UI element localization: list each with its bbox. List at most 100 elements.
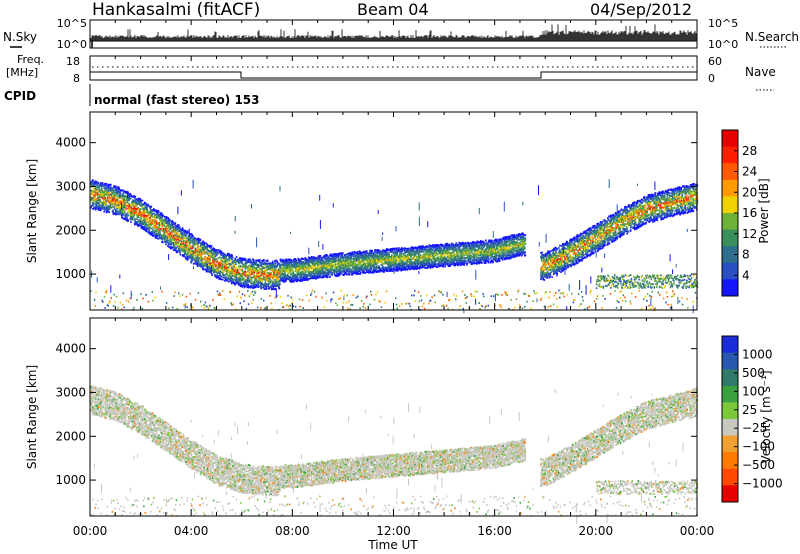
data-cell — [301, 280, 303, 282]
data-cell — [329, 276, 331, 278]
data-cell — [269, 283, 271, 285]
data-cell — [245, 271, 247, 273]
data-cell — [180, 254, 182, 256]
data-cell — [147, 217, 149, 219]
nave-label: Nave — [745, 65, 776, 79]
data-cell — [328, 273, 330, 275]
data-cell — [140, 198, 142, 200]
data-cell — [251, 279, 253, 281]
data-cell — [168, 237, 170, 239]
data-cell — [155, 218, 157, 220]
nave-tick-top: 60 — [708, 55, 722, 68]
nsky-series — [90, 24, 697, 48]
data-cell — [147, 215, 149, 217]
data-cell — [290, 276, 292, 278]
data-cell — [163, 224, 165, 226]
data-cell — [105, 197, 107, 199]
data-cell — [138, 216, 140, 218]
data-cell — [117, 211, 119, 213]
data-cell — [129, 209, 131, 211]
data-cell — [137, 225, 139, 227]
data-cell — [254, 267, 256, 269]
data-cell — [122, 209, 124, 211]
data-cell — [121, 190, 123, 192]
data-cell — [210, 260, 212, 262]
data-cell — [228, 277, 230, 279]
data-cell — [221, 251, 223, 253]
data-cell — [130, 221, 132, 223]
data-cell — [248, 260, 250, 262]
data-cell — [312, 267, 314, 269]
cpid-text: normal (fast stereo) 153 — [94, 93, 260, 107]
data-cell — [125, 209, 127, 211]
data-cell — [112, 203, 114, 205]
data-cell — [111, 207, 113, 209]
data-cell — [219, 273, 221, 275]
data-cell — [123, 214, 125, 216]
data-cell — [259, 286, 261, 288]
data-cell — [164, 241, 166, 243]
data-cell — [94, 199, 96, 201]
data-cell — [353, 255, 355, 257]
data-cell — [246, 261, 248, 263]
data-cell — [127, 215, 129, 217]
data-cell — [300, 261, 302, 263]
data-cell — [113, 211, 115, 213]
data-cell — [358, 273, 360, 275]
data-cell — [146, 208, 148, 210]
data-cell — [265, 272, 267, 274]
data-cell — [228, 281, 230, 283]
data-cell — [352, 268, 354, 270]
data-cell — [217, 249, 219, 251]
data-cell — [214, 274, 216, 276]
data-cell — [206, 252, 208, 254]
data-cell — [235, 267, 237, 269]
data-cell — [235, 263, 237, 265]
data-cell — [246, 273, 248, 275]
data-cell — [230, 260, 232, 262]
data-cell — [357, 265, 359, 267]
data-cell — [231, 255, 233, 257]
data-cell — [120, 194, 122, 196]
data-cell — [277, 264, 279, 266]
data-cell — [300, 259, 302, 261]
data-cell — [197, 257, 199, 259]
data-cell — [185, 235, 187, 237]
data-cell — [181, 233, 183, 235]
data-cell — [108, 211, 110, 213]
data-cell — [279, 283, 281, 285]
data-cell — [128, 203, 130, 205]
data-cell — [140, 202, 142, 204]
data-cell — [207, 271, 209, 273]
nsky-trace — [91, 24, 696, 41]
data-cell — [285, 280, 287, 282]
data-cell — [174, 245, 176, 247]
data-cell — [146, 228, 148, 230]
data-cell — [341, 273, 343, 275]
data-cell — [175, 222, 177, 224]
data-cell — [305, 265, 307, 267]
data-cell — [306, 270, 308, 272]
data-cell — [347, 273, 349, 275]
data-cell — [179, 227, 181, 229]
data-cell — [273, 272, 275, 274]
data-cell — [315, 264, 317, 266]
data-cell — [239, 272, 241, 274]
data-cell — [240, 270, 242, 272]
data-cell — [96, 198, 98, 200]
data-cell — [354, 252, 356, 254]
data-cell — [186, 247, 188, 249]
data-cell — [220, 252, 222, 254]
data-cell — [255, 286, 257, 288]
data-cell — [170, 229, 172, 231]
data-cell — [275, 263, 277, 265]
data-cell — [208, 264, 210, 266]
data-cell — [132, 219, 134, 221]
data-cell — [211, 272, 213, 274]
data-cell — [112, 200, 114, 202]
data-cell — [305, 257, 307, 259]
data-cell — [153, 213, 155, 215]
data-cell — [221, 267, 223, 269]
data-cell — [120, 196, 122, 198]
